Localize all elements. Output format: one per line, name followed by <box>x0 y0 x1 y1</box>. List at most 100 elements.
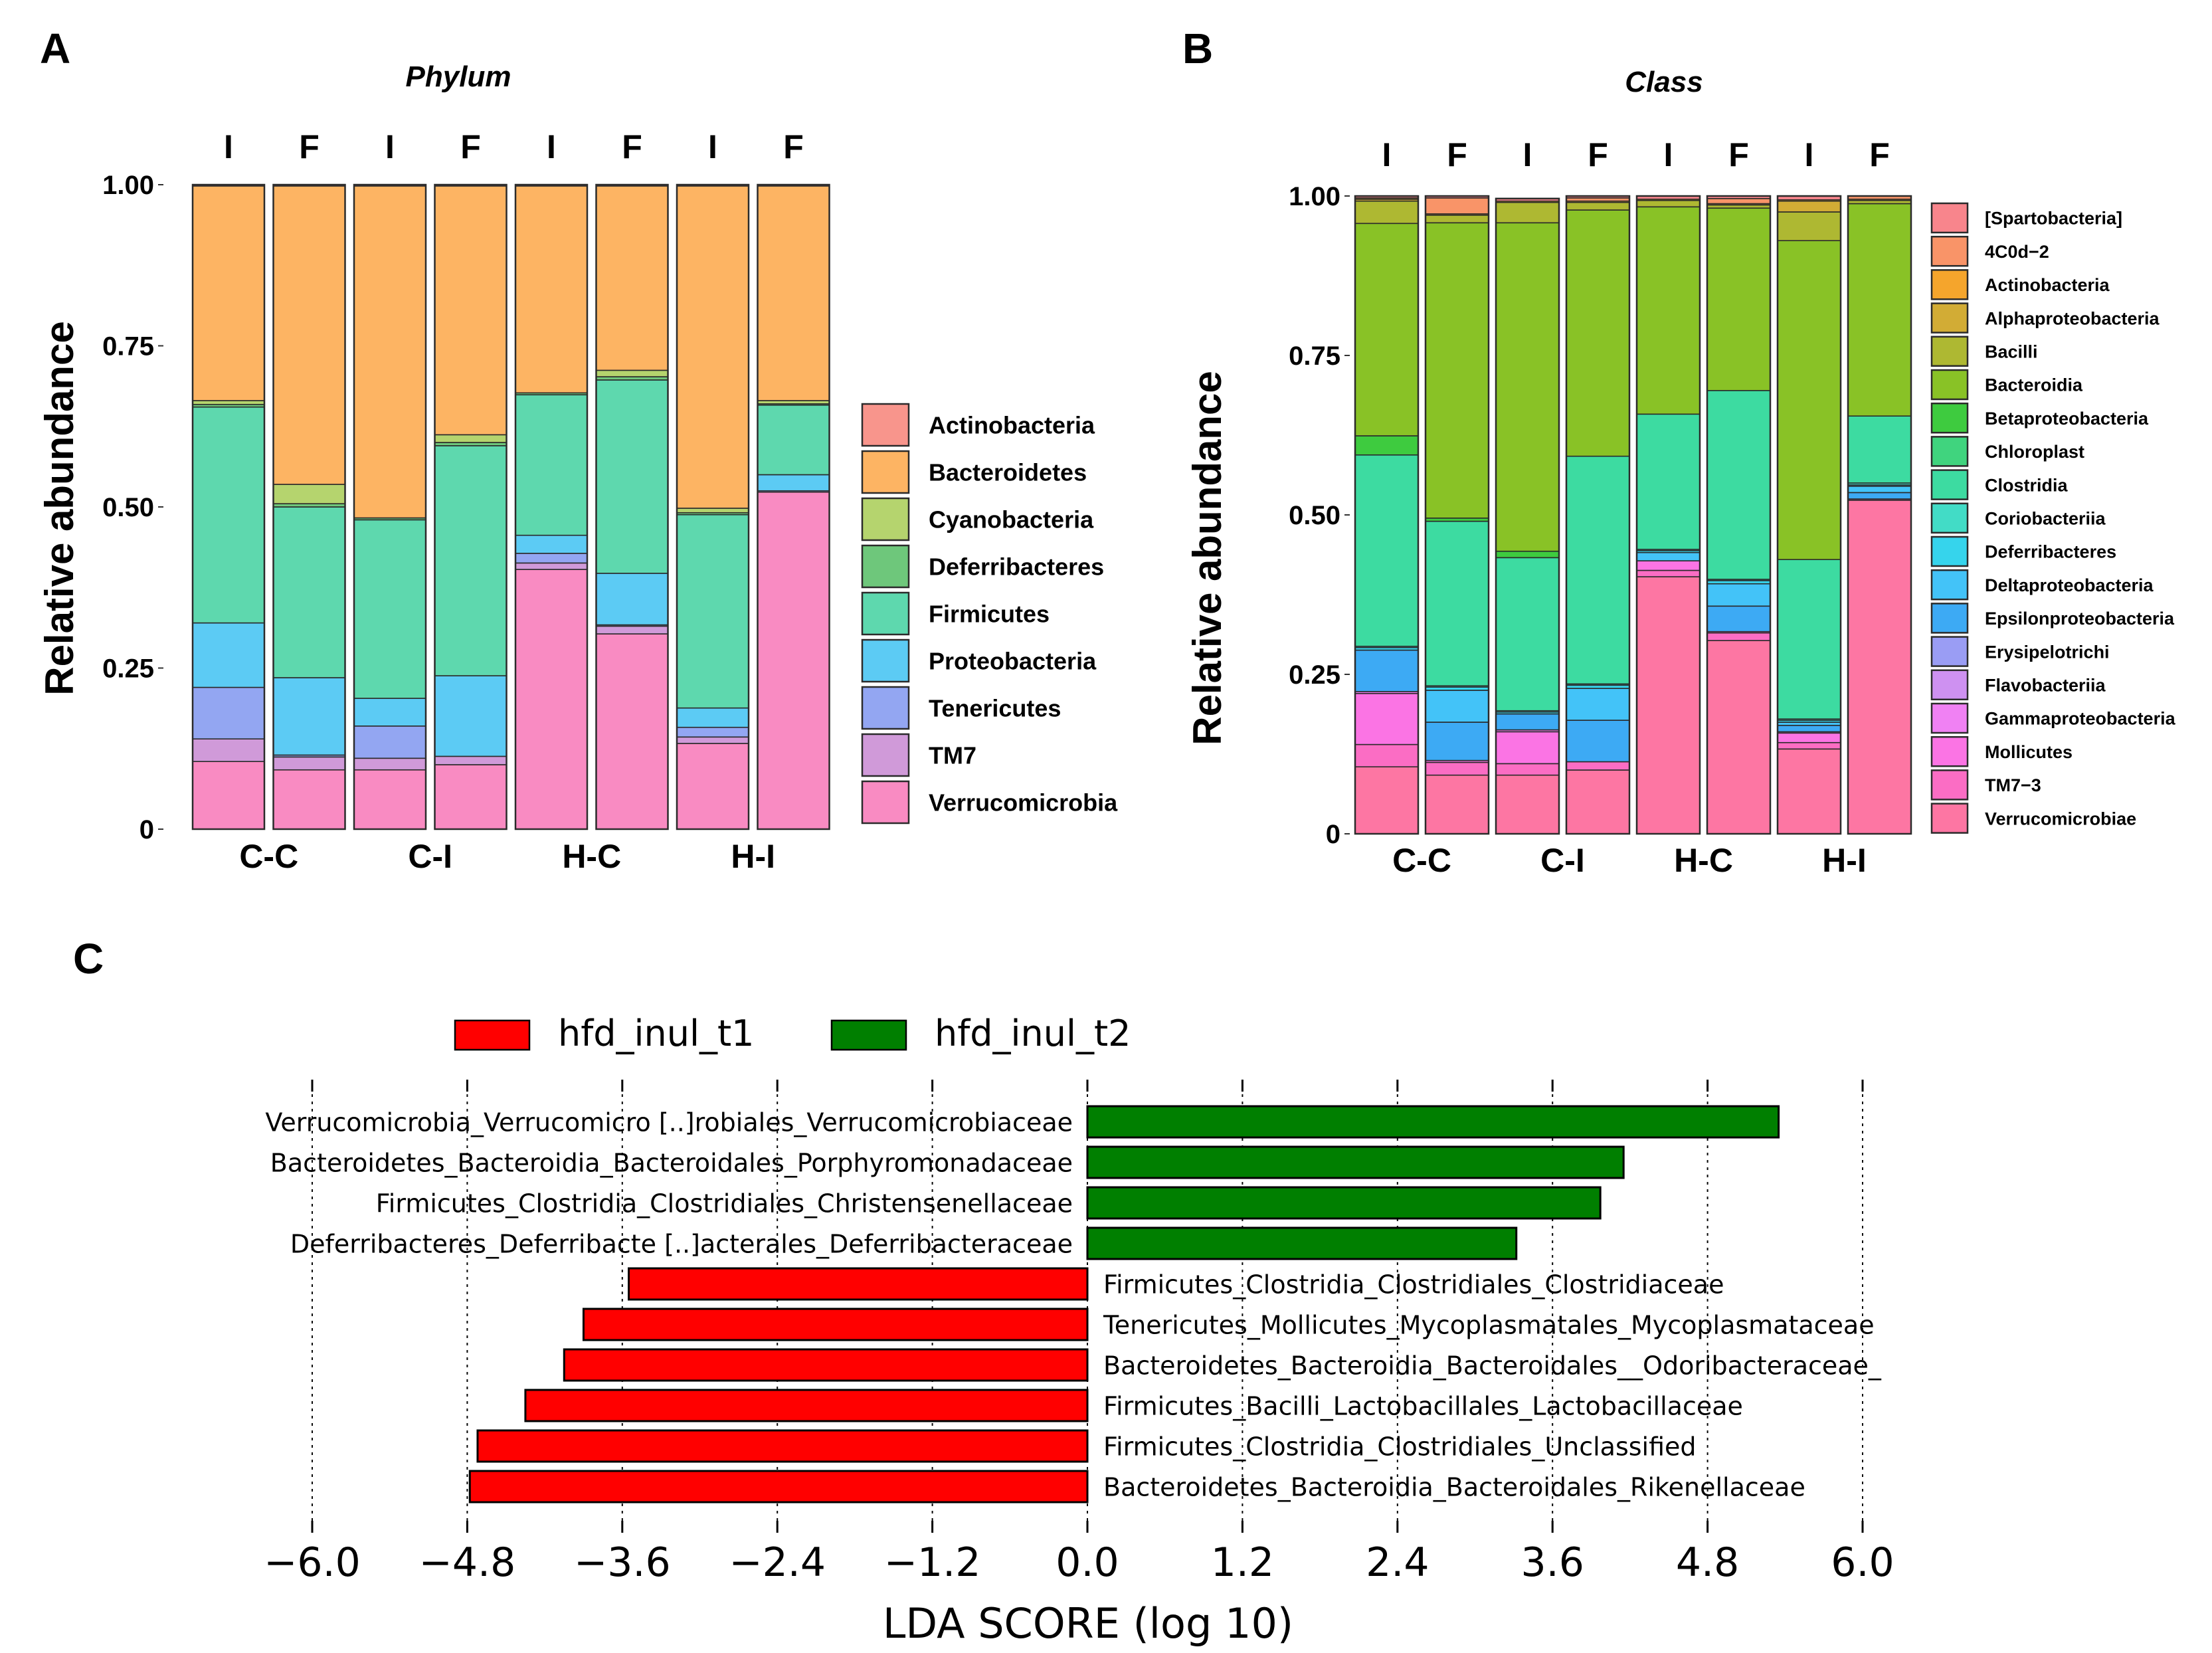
class-bar-8 <box>1847 195 1912 835</box>
class-y-tick-label: 0.25 <box>1289 660 1340 690</box>
class-bar-1 <box>1354 195 1420 835</box>
class-group-label-h-i: H-I <box>1822 842 1867 879</box>
phylum-chart-title: Phylum <box>406 60 511 93</box>
phylum-bar-outline <box>434 183 507 830</box>
class-legend-label: Deferribacteres <box>1985 542 2116 562</box>
phylum-legend-item-deferribacteres: Deferribacteres <box>861 544 1104 589</box>
lda-bar-10 <box>468 1470 1089 1504</box>
class-bar-outline <box>1424 195 1490 835</box>
class-segment-bacteroidia <box>1495 222 1560 552</box>
class-legend-label: Erysipelotrichi <box>1985 642 2110 662</box>
class-legend-label: 4C0d−2 <box>1985 242 2049 262</box>
phylum-legend-swatch <box>861 591 910 636</box>
lda-x-axis: −6.0 −4.8 −3.6 −2.4 −1.2 0.0 1.2 2.4 3.6 4.8 6.0 <box>264 1539 1894 1586</box>
class-y-tick-label: 0.75 <box>1289 341 1340 371</box>
phylum-segment-proteobacteria <box>757 474 830 492</box>
class-legend-label: [Spartobacteria] <box>1985 209 2122 229</box>
class-segment-tm7-3 <box>1636 569 1701 577</box>
class-segment-bacteroidia <box>1706 207 1771 391</box>
phylum-bar-6 <box>595 183 669 830</box>
class-segment-bacteroidia <box>1425 222 1489 519</box>
lda-bar-1 <box>1086 1105 1780 1139</box>
class-legend-label: Flavobacteriia <box>1985 676 2106 696</box>
class-segment-epsilonproteobacteria <box>1847 492 1912 500</box>
phylum-segment-cyanobacteria <box>192 400 265 405</box>
phylum-bar-8 <box>757 183 830 830</box>
phylum-segment-firmicutes <box>757 404 830 476</box>
class-legend-label: Deltaproteobacteria <box>1985 575 2154 595</box>
class-segment-clostridia <box>1425 520 1489 687</box>
phylum-segment-cyanobacteria <box>434 434 507 443</box>
class-legend-item-tm7-3: TM7−3 <box>1930 769 2041 801</box>
phylum-legend-label: Tenericutes <box>929 694 1061 722</box>
lda-bar-label-7: Bacteroidetes_Bacteroidia_Bacteroidales_… <box>1103 1351 1882 1381</box>
phylum-bar-5 <box>514 183 589 830</box>
class-legend-item-chloroplast: Chloroplast <box>1930 436 2084 467</box>
class-legend-swatch <box>1930 803 1969 834</box>
lda-x-tick-label: 1.2 <box>1211 1539 1274 1586</box>
lda-legend-label: hfd_inul_t1 <box>558 1013 755 1054</box>
class-bar-outline <box>1706 195 1772 835</box>
class-bar-outline <box>1495 197 1560 835</box>
lda-bar-label-8: Firmicutes_Bacilli_Lactobacillales_Lacto… <box>1103 1392 1743 1421</box>
class-legend-item-betaproteobacteria: Betaproteobacteria <box>1930 402 2149 434</box>
phylum-segment-verrucomicrobia <box>676 743 749 830</box>
lda-bar-5 <box>628 1267 1089 1301</box>
class-bar-6 <box>1706 195 1772 835</box>
lda-x-tick-label: −4.8 <box>419 1539 516 1586</box>
phylum-bar-label-5: I <box>547 128 556 165</box>
class-segment-deltaproteobacteria <box>1847 485 1912 494</box>
phylum-legend-item-proteobacteria: Proteobacteria <box>861 638 1097 683</box>
phylum-bar-outline <box>191 183 266 830</box>
phylum-segment-bacteroidetes <box>272 185 346 485</box>
lda-bar-label-9: Firmicutes_Clostridia_Clostridiales_Uncl… <box>1103 1432 1697 1462</box>
class-legend-swatch <box>1930 735 1969 767</box>
phylum-bar-label-7: I <box>708 128 717 165</box>
class-segment-tm7-3 <box>1354 743 1419 767</box>
class-legend-item-coriobacteriia: Coriobacteriia <box>1930 502 2106 534</box>
class-legend-label: Chloroplast <box>1985 442 2084 462</box>
class-group-label-c-c: C-C <box>1392 842 1451 879</box>
lda-bar-7 <box>563 1348 1089 1382</box>
class-segment-bacteroidia <box>1847 203 1912 417</box>
class-legend-item-erysipelotrichi: Erysipelotrichi <box>1930 636 2110 667</box>
class-bar-label-1: I <box>1382 136 1392 173</box>
lda-x-tick-label: −3.6 <box>574 1539 671 1586</box>
class-segment-mollicutes <box>1495 731 1560 765</box>
class-legend-label: Bacteroidia <box>1985 375 2083 395</box>
phylum-group-label-c-i: C-I <box>408 838 452 875</box>
phylum-segment-tm7 <box>515 562 588 570</box>
class-legend-label: Verrucomicrobiae <box>1985 809 2136 828</box>
phylum-legend: Actinobacteria Bacteroidetes Cyanobacteria… <box>861 403 1118 825</box>
lda-x-tick-label: 0.0 <box>1056 1539 1119 1586</box>
phylum-segment-proteobacteria <box>515 534 588 554</box>
class-bar-outline <box>1776 195 1842 835</box>
phylum-legend-swatch <box>861 450 910 494</box>
class-legend: [Spartobacteria] 4C0d−2 Actinobacteria Alph… <box>1930 202 2176 834</box>
class-legend-item-clostridia: Clostridia <box>1930 469 2069 500</box>
phylum-segment-tm7 <box>272 756 346 771</box>
phylum-segment-tm7 <box>353 757 426 771</box>
phylum-legend-swatch <box>861 638 910 683</box>
class-legend-swatch <box>1930 402 1969 434</box>
class-segment-bacteroidia <box>1566 209 1630 457</box>
phylum-segment-cyanobacteria <box>595 369 669 377</box>
phylum-bar-7 <box>676 183 750 830</box>
class-legend-swatch <box>1930 269 1969 300</box>
phylum-segment-firmicutes <box>353 519 426 699</box>
class-legend-swatch <box>1930 535 1969 567</box>
phylum-segment-tm7 <box>676 736 749 744</box>
phylum-segment-verrucomicrobia <box>434 764 507 830</box>
class-segment-betaproteobacteria <box>1495 550 1560 559</box>
lda-bar-label-1: Verrucomicrobia_Verrucomicro [..]robiale… <box>265 1108 1073 1137</box>
phylum-segment-proteobacteria <box>272 677 346 756</box>
lda-legend-label: hfd_inul_t2 <box>935 1013 1131 1054</box>
phylum-legend-swatch <box>861 544 910 589</box>
class-segment-epsilonproteobacteria <box>1425 722 1489 761</box>
lda-bar-label-10: Bacteroidetes_Bacteroidia_Bacteroidales_… <box>1103 1473 1805 1502</box>
phylum-legend-label: Cyanobacteria <box>929 506 1094 533</box>
phylum-legend-label: Firmicutes <box>929 600 1050 627</box>
phylum-segment-bacteroidetes <box>192 185 265 401</box>
phylum-y-tick-label: 0.25 <box>102 654 154 684</box>
